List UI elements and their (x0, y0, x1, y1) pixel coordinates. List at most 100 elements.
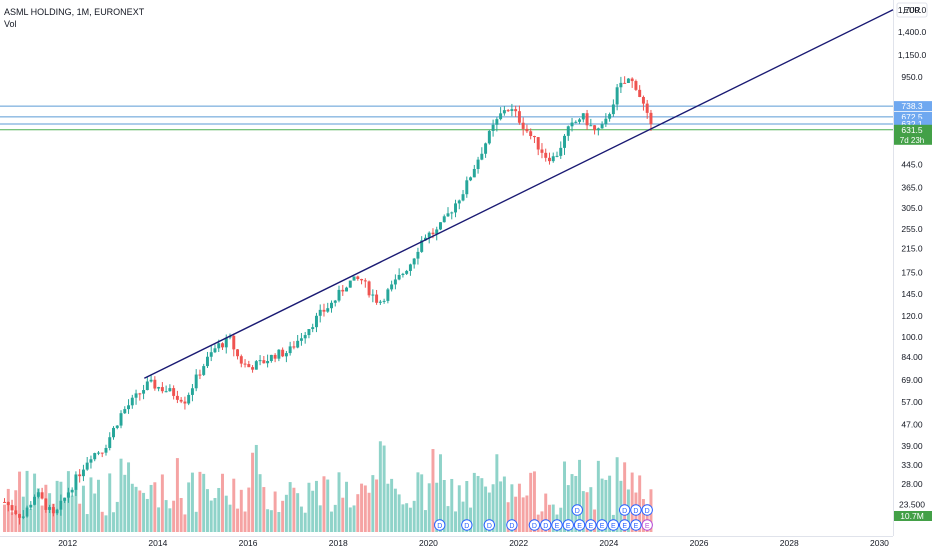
volume-bar (348, 507, 352, 532)
volume-bar (435, 482, 439, 532)
event-marker-circle (571, 504, 583, 516)
earnings-marker: E (585, 519, 597, 531)
volume-bar (292, 487, 296, 532)
candle-body (416, 251, 420, 259)
candle-body (78, 474, 82, 477)
dividend-marker: D (506, 519, 518, 531)
candle (14, 505, 18, 516)
candle-body (495, 119, 499, 125)
candle-body (356, 276, 360, 279)
candle (641, 95, 645, 111)
candle-body (18, 514, 22, 518)
candle-body (108, 437, 112, 448)
earnings-marker: E (641, 519, 653, 531)
candle-body (619, 82, 623, 88)
volume-bar (638, 475, 642, 532)
event-marker-label: D (509, 523, 514, 530)
time-tick-label: 2024 (599, 538, 618, 548)
candle-body (491, 124, 495, 131)
candle-body (348, 280, 352, 288)
price-label-bg (894, 111, 932, 122)
candle-body (623, 82, 627, 84)
candle-body (457, 200, 461, 204)
candle (600, 121, 604, 129)
volume-bar (108, 473, 112, 532)
candle (21, 510, 25, 520)
candle (130, 394, 134, 409)
price-label-bg (894, 124, 932, 145)
volume-bar (96, 479, 100, 532)
dividend-marker: D (641, 504, 653, 516)
candle (487, 129, 491, 145)
candle-body (641, 96, 645, 104)
volume-bar (51, 503, 55, 532)
symbol-title: ASML HOLDING, 1M, EURONEXT (4, 7, 145, 17)
candle (589, 118, 593, 127)
event-marker-circle (585, 519, 597, 531)
volume-bar (81, 485, 85, 532)
volume-bar (115, 501, 119, 532)
candle (363, 278, 367, 288)
candle-body (454, 203, 457, 213)
candle-body (277, 349, 281, 359)
candle (213, 344, 217, 354)
candle-series (3, 76, 653, 525)
candle-body (390, 284, 394, 290)
volume-bar (142, 492, 146, 532)
candle (251, 365, 255, 373)
volume-bar (251, 452, 255, 532)
volume-bar (420, 474, 424, 532)
candle-body (630, 78, 634, 82)
candle (345, 286, 349, 292)
volume-bar (25, 470, 29, 532)
candle-body (341, 289, 345, 292)
candle (581, 113, 585, 123)
price-tick-label: 255.0 (901, 224, 923, 234)
price-level-lines (0, 105, 893, 131)
volume-bar (172, 500, 176, 532)
candle (40, 487, 44, 500)
candle-body (337, 289, 341, 301)
volume-series (3, 441, 653, 532)
candle-body (322, 309, 326, 312)
candle-body (266, 361, 270, 364)
candle-body (311, 327, 315, 330)
candle (59, 494, 63, 516)
event-marker-label: E (645, 523, 650, 530)
candle (194, 369, 198, 392)
event-marker-circle (641, 519, 653, 531)
volume-indicator-label: Vol (4, 19, 17, 29)
candle (299, 333, 303, 346)
volume-bar (149, 484, 153, 532)
candle-body (213, 348, 217, 353)
event-marker-label: E (611, 523, 616, 530)
trend-line (144, 9, 894, 379)
volume-bar (209, 500, 213, 532)
candle (525, 124, 529, 134)
candle (183, 396, 187, 410)
candle (566, 125, 570, 141)
earnings-marker: E (618, 519, 631, 531)
candle-body (551, 156, 555, 162)
event-marker-label: E (566, 523, 571, 530)
volume-bar (345, 481, 349, 532)
candle (202, 363, 206, 377)
candle-body (179, 399, 183, 402)
volume-bar (183, 514, 187, 532)
candle-body (296, 340, 300, 348)
candle-body (645, 103, 649, 113)
candle (412, 257, 416, 269)
volume-bar (450, 478, 454, 532)
volume-bar (337, 472, 341, 532)
candle (536, 136, 540, 156)
event-marker-label: E (555, 523, 560, 530)
volume-bar (314, 480, 318, 532)
candle (243, 359, 247, 368)
candle-body (345, 287, 349, 292)
candle-body (367, 281, 371, 296)
volume-bar (119, 458, 123, 532)
candle-body (386, 289, 390, 301)
volume-bar (288, 482, 292, 532)
